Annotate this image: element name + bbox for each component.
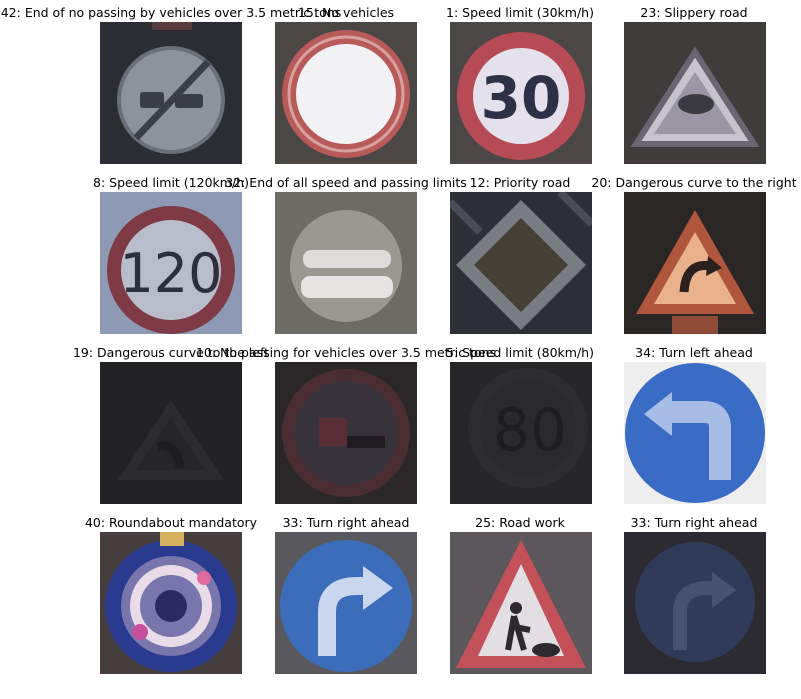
tile-title: 1: Speed limit (30km/h) (446, 5, 594, 20)
svg-text:80: 80 (493, 396, 567, 464)
tile-title: 15: No vehicles (297, 5, 395, 20)
no-passing-trucks-icon (275, 362, 417, 504)
no-vehicles-icon (275, 22, 417, 164)
roundabout-icon (100, 532, 242, 674)
curve-left-icon (100, 362, 242, 504)
turn-left-ahead-icon (624, 362, 766, 504)
curve-right-icon (624, 192, 766, 334)
end-no-passing-icon (100, 22, 242, 164)
svg-text:120: 120 (119, 242, 222, 305)
tile-title: 33: Turn right ahead (282, 515, 410, 530)
speed-limit-sign-icon: 120 (100, 192, 242, 334)
end-all-limits-icon (275, 192, 417, 334)
svg-text:30: 30 (481, 64, 562, 132)
speed-limit-sign-icon: 30 (450, 22, 592, 164)
turn-right-ahead-icon (275, 532, 417, 674)
road-work-icon (450, 532, 592, 674)
tile-title: 33: Turn right ahead (630, 515, 758, 530)
tile-title: 32: End of all speed and passing limits (225, 175, 467, 190)
tile-title: 42: End of no passing by vehicles over 3… (0, 5, 342, 20)
tile-title: 34: Turn left ahead (635, 345, 753, 360)
tile-title: 20: Dangerous curve to the right (591, 175, 797, 190)
tile-title: 23: Slippery road (640, 5, 748, 20)
tile-title: 10: No passing for vehicles over 3.5 met… (195, 345, 497, 360)
tile-title: 12: Priority road (469, 175, 571, 190)
priority-road-icon (450, 192, 592, 334)
tile-title: 19: Dangerous curve to the left (72, 345, 270, 360)
tile-title: 5: Speed limit (80km/h) (446, 345, 594, 360)
tile-title: 8: Speed limit (120km/h) (93, 175, 249, 190)
turn-right-ahead-icon (624, 532, 766, 674)
tile-title: 40: Roundabout mandatory (84, 515, 258, 530)
slippery-road-icon (624, 22, 766, 164)
tile-title: 25: Road work (475, 515, 565, 530)
speed-limit-sign-icon: 80 (450, 362, 592, 504)
